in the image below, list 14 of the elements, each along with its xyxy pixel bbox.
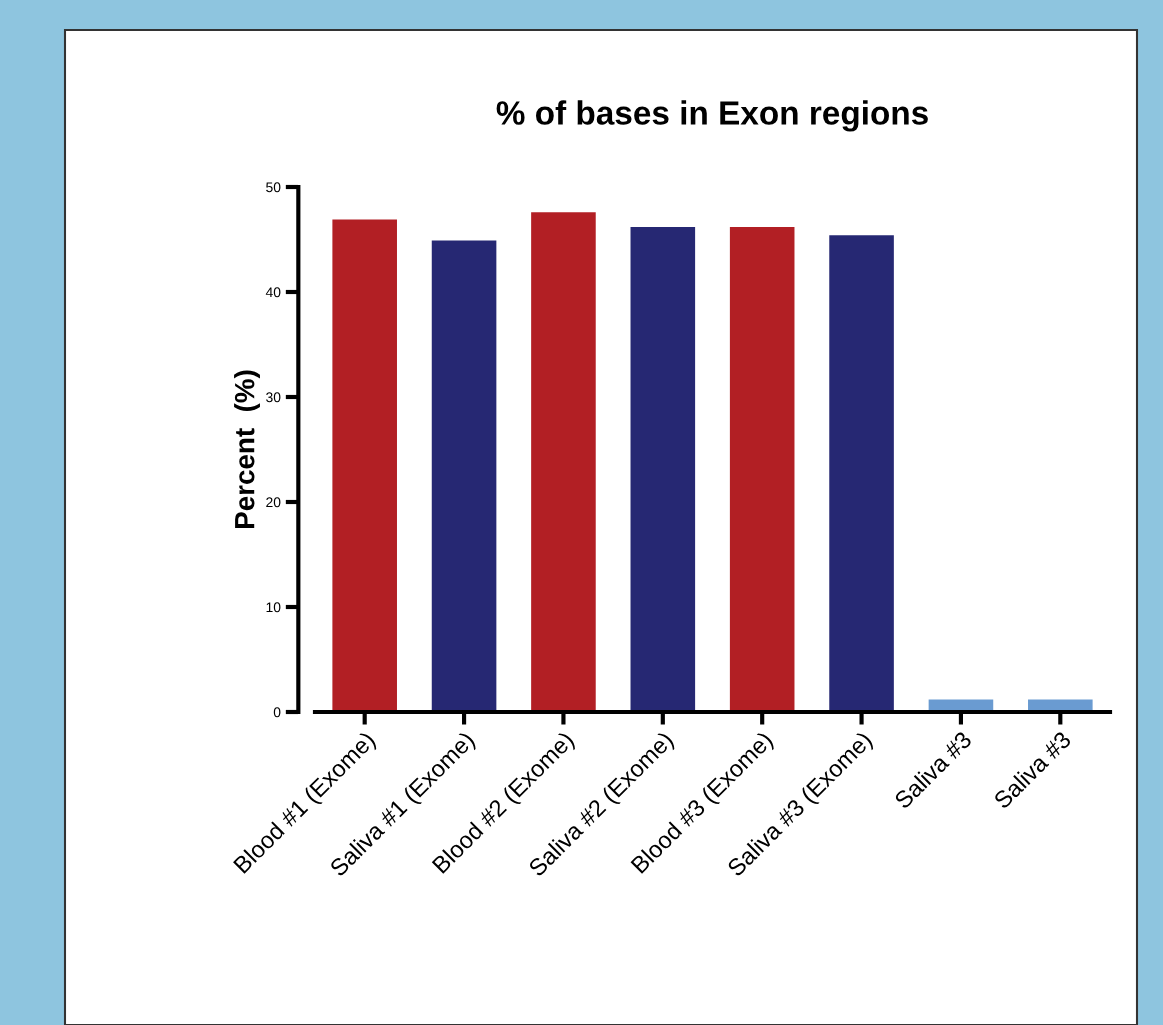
bar (729, 226, 795, 712)
y-tick-label: 30 (266, 392, 281, 403)
bar (630, 226, 696, 712)
y-tick-label: 0 (273, 707, 281, 718)
y-tick-label: 50 (266, 182, 281, 193)
y-axis-title: Percent (%) (234, 370, 260, 528)
y-tick-label: 40 (265, 287, 281, 298)
bar (431, 240, 497, 712)
chart-title: % of bases in Exon regions (496, 100, 928, 132)
y-tick-label: 10 (266, 602, 281, 613)
bar (332, 219, 397, 712)
bar (531, 212, 596, 712)
bar (829, 235, 894, 712)
y-tick-label: 20 (266, 497, 281, 508)
